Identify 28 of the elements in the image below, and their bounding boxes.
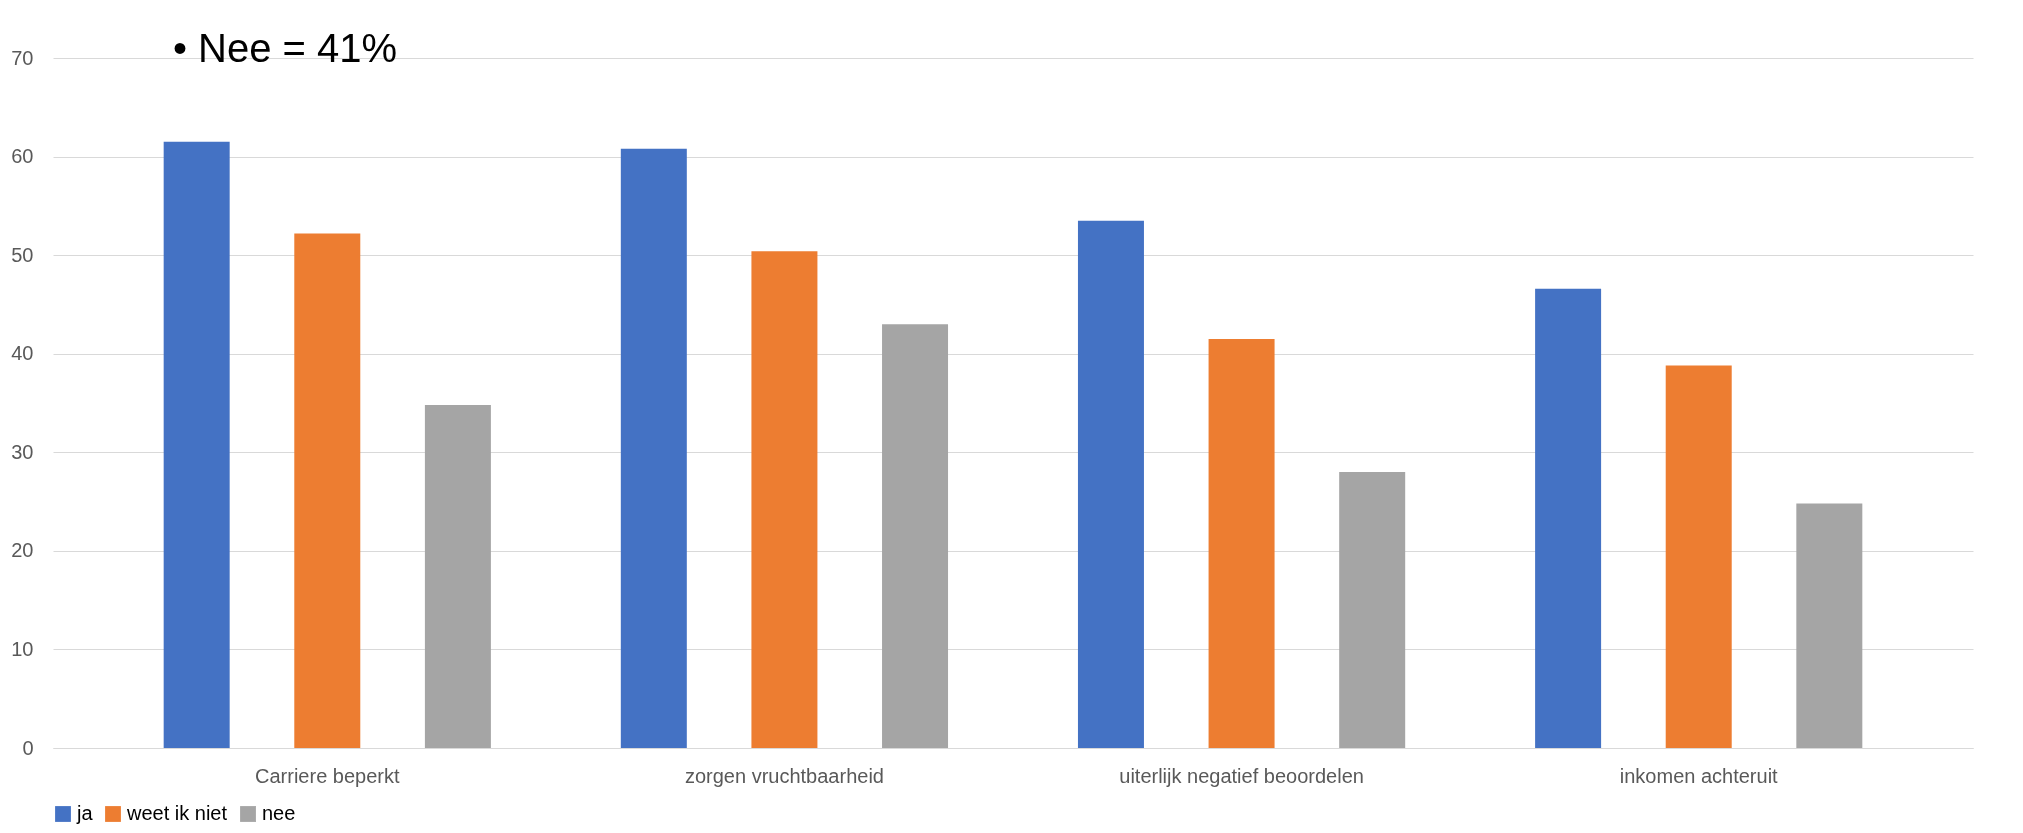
- x-tick-label: inkomen achteruit: [1619, 764, 1779, 787]
- bar: [1077, 220, 1144, 748]
- bar: [882, 324, 949, 748]
- y-tick-label: 20: [11, 539, 34, 562]
- y-tick-label: 0: [22, 736, 34, 759]
- legend-label: ja: [76, 802, 94, 824]
- y-tick-label: 70: [11, 46, 34, 69]
- y-tick-label: 40: [11, 342, 34, 365]
- legend-label: weet ik niet: [126, 802, 228, 824]
- legend-label: nee: [262, 802, 296, 824]
- bar: [1535, 288, 1602, 748]
- bar: [294, 233, 361, 748]
- bar: [1796, 503, 1863, 748]
- y-tick-label: 10: [11, 637, 34, 660]
- x-tick-label: zorgen vruchtbaarheid: [684, 764, 884, 787]
- bar: [424, 404, 491, 748]
- bar: [163, 141, 230, 748]
- bar: [1665, 365, 1732, 748]
- bar: [620, 148, 687, 748]
- x-tick-label: uiterlijk negatief beoordelen: [1119, 764, 1364, 787]
- y-tick-label: 50: [11, 243, 34, 266]
- bar: [1339, 472, 1406, 748]
- y-tick-label: 60: [11, 145, 34, 168]
- annotation: • Nee = 41%: [173, 26, 398, 70]
- y-tick-label: 30: [11, 440, 34, 463]
- x-tick-label: Carriere beperkt: [255, 764, 400, 787]
- bar: [1208, 338, 1275, 748]
- bar: [751, 251, 818, 748]
